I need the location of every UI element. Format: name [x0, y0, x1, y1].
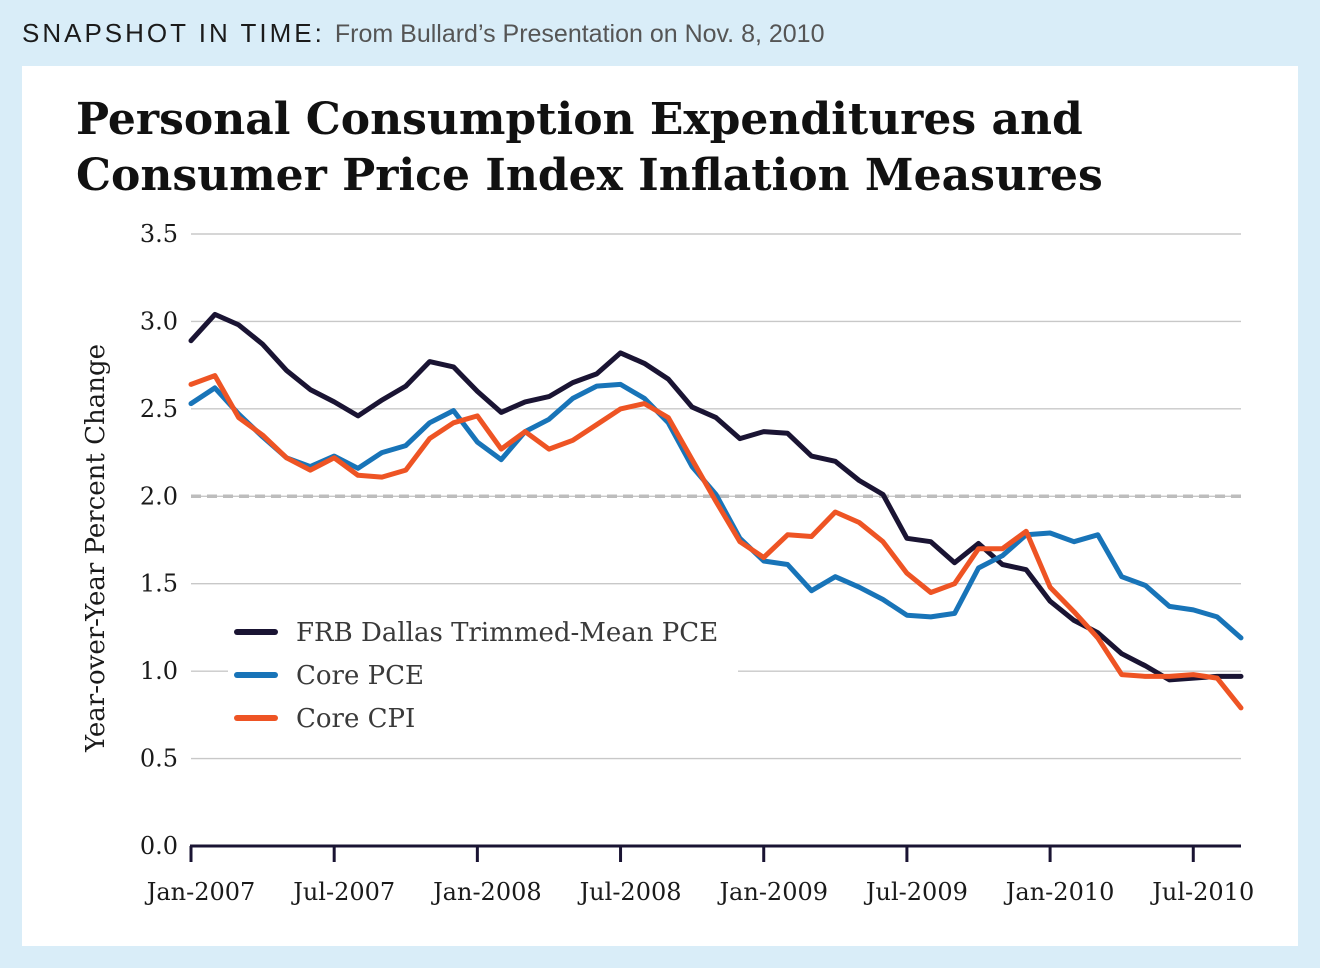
chart-title-line-1: Personal Consumption Expenditures and [76, 94, 1083, 145]
y-tick-label: 0.0 [140, 832, 178, 860]
y-tick-label: 2.0 [140, 482, 178, 510]
y-axis-label: Year-over-Year Percent Change [81, 344, 111, 753]
chart-title: Personal Consumption Expenditures and Co… [76, 92, 1176, 204]
header-label: SNAPSHOT IN TIME: [22, 18, 325, 48]
chart-panel [22, 66, 1298, 946]
x-tick-label: Jul-2007 [290, 878, 395, 906]
x-tick-label: Jul-2008 [577, 878, 682, 906]
y-tick-labels: 0.0 0.5 1.0 1.5 2.0 2.5 3.0 3.5 [140, 220, 178, 860]
y-tick-label: 0.5 [140, 745, 178, 773]
legend: FRB Dallas Trimmed-Mean PCE Core PCE Core … [234, 618, 718, 734]
y-tick-label: 3.5 [140, 220, 178, 248]
y-tick-label: 3.0 [140, 307, 178, 335]
legend-label: Core CPI [296, 704, 415, 734]
x-tick-label: Jan-2010 [1003, 878, 1115, 906]
y-tick-label: 2.5 [140, 395, 178, 423]
x-tick-label: Jan-2007 [144, 878, 256, 906]
y-tick-label: 1.5 [140, 570, 178, 598]
legend-label: Core PCE [296, 661, 424, 691]
x-tick-label: Jul-2010 [1149, 878, 1254, 906]
chart-title-line-2: Consumer Price Index Inflation Measures [76, 150, 1103, 201]
series-line-frb-dallas-trimmed-mean-pce [188, 311, 1244, 683]
x-tick-label: Jan-2008 [430, 878, 542, 906]
y-tick-label: 1.0 [140, 657, 178, 685]
legend-background [228, 606, 738, 736]
legend-label: FRB Dallas Trimmed-Mean PCE [296, 618, 718, 648]
legend-box [228, 606, 738, 736]
series-line-core-pce [188, 381, 1244, 641]
series-line-core-cpi [188, 373, 1244, 711]
header-subtitle: From Bullard’s Presentation on Nov. 8, 2… [334, 20, 825, 48]
x-tick-label: Jan-2009 [716, 878, 828, 906]
x-tick-label: Jul-2009 [863, 878, 968, 906]
series-lines [188, 311, 1244, 711]
header: SNAPSHOT IN TIME: From Bullard’s Present… [22, 18, 825, 58]
x-tick-labels: Jan-2007 Jul-2007 Jan-2008 Jul-2008 Jan-2009… [144, 846, 1254, 906]
